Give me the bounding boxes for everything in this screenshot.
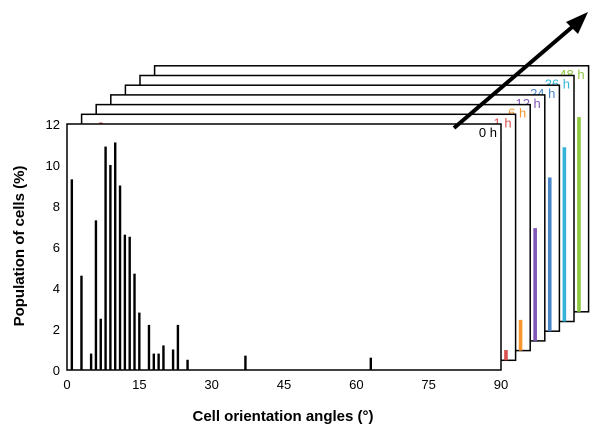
panel-layer: 48 h36 h24 h12 h6 h1 h0 h: [66, 65, 590, 371]
bar: [162, 345, 165, 370]
bar: [128, 236, 131, 370]
bar: [114, 142, 117, 370]
bar: [533, 228, 537, 341]
series-label: 0 h: [479, 125, 497, 140]
panel-frame: [66, 123, 502, 371]
y-tick-label: 0: [53, 363, 60, 378]
bar: [99, 318, 102, 370]
y-tick-label: 2: [53, 322, 60, 337]
y-tick-label: 4: [53, 281, 60, 296]
bar: [176, 324, 180, 370]
x-tick-label: 90: [494, 377, 508, 392]
bar: [171, 349, 175, 370]
y-tick-label: 6: [53, 240, 60, 255]
bar: [518, 319, 523, 351]
bar: [70, 179, 74, 370]
bar: [118, 185, 122, 370]
x-tick-label: 15: [132, 377, 146, 392]
x-tick-label: 30: [204, 377, 218, 392]
bar: [504, 350, 508, 361]
bar: [562, 147, 567, 322]
y-tick-label: 8: [53, 199, 60, 214]
bar: [152, 353, 155, 370]
y-tick-label: 12: [46, 117, 60, 132]
bar: [186, 359, 189, 370]
x-tick-label: 45: [277, 377, 291, 392]
time-arrow: [452, 20, 580, 130]
bar: [157, 353, 160, 370]
x-tick-label: 0: [63, 377, 70, 392]
bar: [369, 357, 372, 370]
bar: [244, 355, 247, 370]
y-tick-label: 10: [46, 158, 60, 173]
bar: [138, 312, 141, 370]
x-tick-label: 60: [349, 377, 363, 392]
bar: [109, 165, 112, 370]
bar: [133, 273, 136, 370]
bar: [89, 353, 93, 370]
x-axis-title: Cell orientation angles (°): [192, 408, 373, 425]
y-axis-title: Population of cells (%): [11, 166, 28, 327]
bar: [147, 324, 151, 370]
bar: [577, 117, 581, 312]
time-arrow-head-icon: [566, 12, 588, 34]
bar: [123, 234, 127, 370]
bar: [547, 177, 552, 332]
bar: [80, 275, 83, 370]
bar: [104, 146, 107, 370]
axis-ticks: 0 15 30 45 60 75 90 0 2 4 6 8 10 12: [46, 117, 509, 392]
bar: [94, 220, 98, 370]
x-tick-label: 75: [421, 377, 435, 392]
panel-0h: 0 h: [66, 123, 502, 371]
